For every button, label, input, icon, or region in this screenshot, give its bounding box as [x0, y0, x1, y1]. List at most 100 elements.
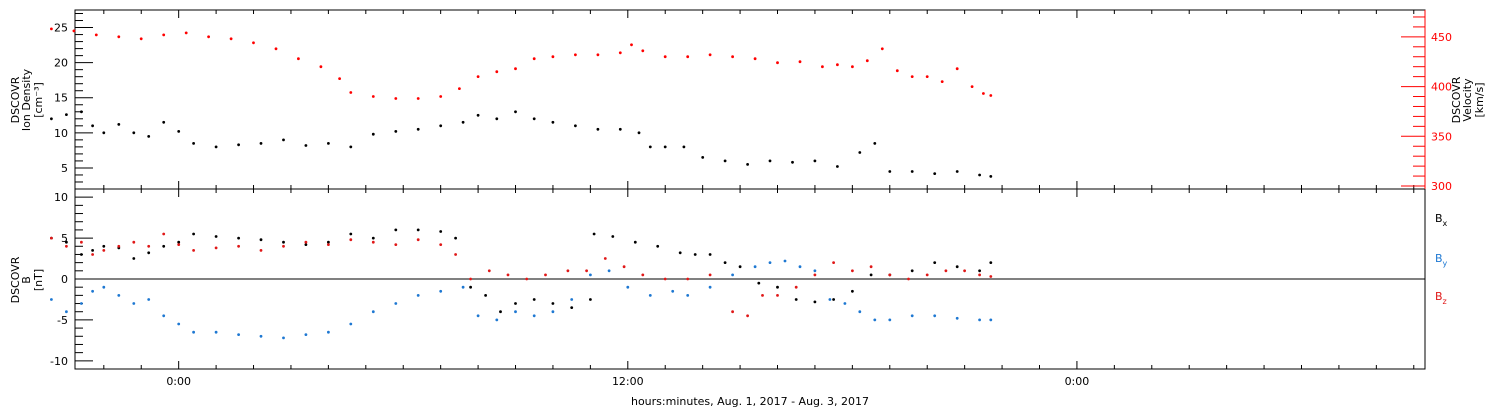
b-by-point: [147, 298, 151, 301]
velocity-point: [297, 57, 300, 61]
b-bz-point: [813, 273, 817, 277]
b-bz-point: [944, 269, 948, 273]
b-bz-point: [192, 249, 196, 252]
y-tick-label-bottom: 0: [61, 273, 68, 286]
b-bx-point: [469, 285, 472, 289]
top-left-title-line3: [cm⁻³]: [32, 82, 45, 118]
b-bx-point: [869, 273, 873, 277]
ion-density-point: [177, 130, 181, 133]
velocity-point: [50, 27, 53, 31]
b-bx-point: [592, 232, 596, 236]
velocity-point: [476, 75, 480, 78]
ion-density-point: [117, 123, 121, 126]
y-tick-label-right: 350: [1431, 130, 1452, 143]
b-by-point: [910, 314, 914, 318]
b-bz-point: [525, 277, 529, 281]
b-bz-point: [439, 243, 443, 247]
ion-density-point: [91, 124, 94, 128]
b-by-point: [978, 318, 981, 322]
velocity-point: [338, 77, 341, 80]
velocity-point: [94, 33, 98, 37]
ion-density-point: [910, 170, 914, 173]
ion-density-point: [237, 143, 241, 147]
b-by-point: [259, 334, 263, 338]
b-bz-point: [641, 273, 645, 277]
ion-density-point: [618, 127, 622, 131]
b-bz-point: [506, 273, 510, 277]
ion-density-point: [768, 159, 772, 163]
top-panel-frame: [74, 9, 1426, 190]
b-by-point: [214, 330, 218, 334]
b-bx-point: [757, 281, 761, 285]
b-bz-point: [162, 232, 166, 236]
ion-density-point: [514, 110, 517, 114]
b-bz-point: [214, 246, 218, 250]
velocity-point: [394, 97, 398, 100]
b-bx-point: [978, 269, 981, 273]
velocity-point: [229, 37, 233, 41]
ion-density-point: [50, 117, 53, 121]
b-bz-point: [794, 285, 798, 289]
legend-by: By: [1435, 252, 1448, 268]
ion-density-point: [162, 120, 166, 124]
b-bz-point: [663, 277, 667, 281]
b-bx-point: [794, 298, 798, 301]
b-bz-point: [978, 273, 981, 277]
b-bx-point: [514, 302, 517, 305]
y-tick-label-right: 450: [1431, 31, 1452, 44]
b-by-point: [768, 261, 772, 264]
b-bz-point: [731, 310, 734, 314]
b-by-point: [589, 273, 592, 277]
b-by-point: [177, 322, 181, 326]
b-bz-point: [776, 294, 779, 297]
velocity-point: [630, 43, 633, 47]
b-by-point: [282, 336, 285, 340]
b-by-point: [461, 285, 465, 289]
b-by-point: [371, 310, 375, 314]
velocity-point: [319, 65, 323, 69]
b-by-point: [237, 333, 241, 336]
b-bx-point: [678, 251, 682, 255]
velocity-point: [910, 75, 914, 78]
velocity-point: [982, 92, 985, 95]
velocity-point: [532, 57, 536, 61]
ion-density-point: [259, 142, 263, 145]
b-bx-point: [177, 240, 181, 244]
velocity-point: [925, 75, 929, 78]
b-by-point: [514, 310, 517, 314]
b-bz-point: [761, 294, 764, 297]
ion-density-point: [147, 135, 151, 138]
b-by-point: [532, 314, 536, 318]
velocity-point: [495, 70, 499, 74]
b-by-point: [132, 302, 136, 305]
velocity-point: [686, 55, 690, 59]
b-bz-point: [371, 240, 375, 244]
b-by-point: [648, 294, 652, 297]
velocity-point: [574, 53, 577, 57]
ion-density-point: [978, 173, 981, 177]
b-bz-point: [989, 275, 993, 278]
ion-density-point: [349, 145, 353, 149]
velocity-point: [184, 31, 188, 35]
b-bz-point: [132, 240, 136, 244]
b-bz-point: [832, 261, 835, 264]
velocity-point: [989, 94, 993, 97]
ion-density-point: [551, 120, 555, 124]
ion-density-point: [461, 120, 465, 124]
y-tick-label-left: 25: [54, 22, 68, 35]
ion-density-point: [132, 131, 136, 135]
velocity-point: [641, 49, 645, 53]
ion-density-point: [663, 145, 667, 149]
b-bx-point: [162, 244, 166, 248]
ion-density-point: [495, 117, 499, 121]
velocity-point: [821, 65, 824, 69]
b-by-point: [416, 294, 420, 297]
velocity-point: [207, 35, 211, 39]
b-bz-point: [80, 240, 83, 244]
velocity-point: [776, 61, 779, 65]
b-bz-point: [349, 238, 353, 242]
b-by-point: [91, 289, 94, 293]
b-by-point: [798, 265, 802, 269]
b-bx-point: [132, 257, 136, 260]
